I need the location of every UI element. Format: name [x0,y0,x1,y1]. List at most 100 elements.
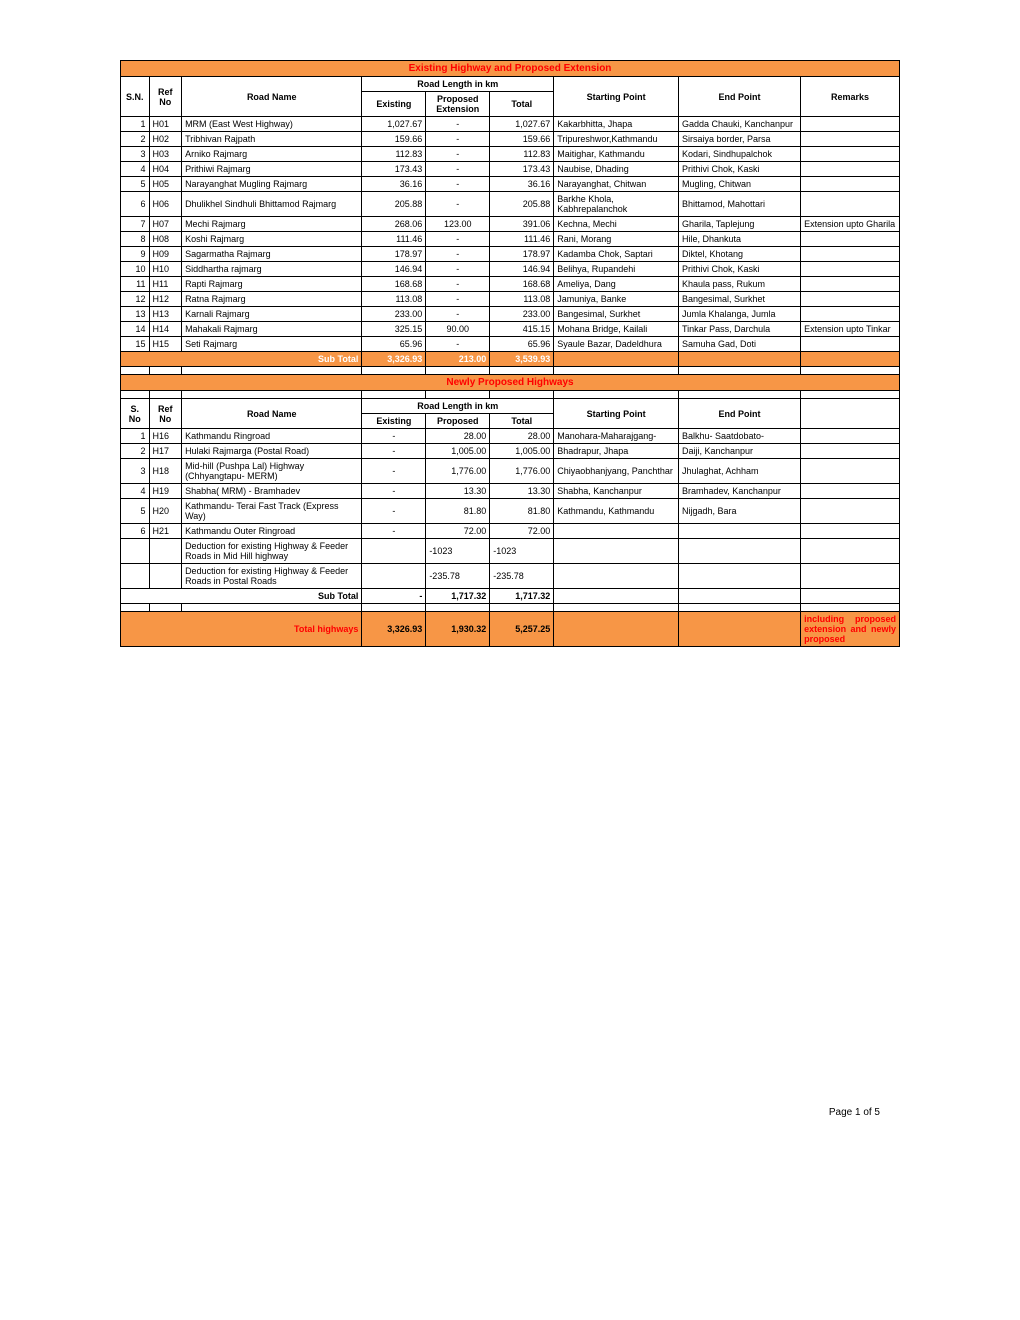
cell-existing: - [362,459,426,484]
cell-existing: 173.43 [362,162,426,177]
cell-sn: 1 [121,117,150,132]
cell-total: 1,005.00 [490,444,554,459]
cell-name: Hulaki Rajmarga (Postal Road) [182,444,362,459]
cell-sn: 3 [121,459,150,484]
table-row: 3H18Mid-hill (Pushpa Lal) Highway (Chhya… [121,459,900,484]
cell-sn: 5 [121,177,150,192]
cell-proposed: 28.00 [426,429,490,444]
cell-total: 112.83 [490,147,554,162]
hdr2-proposed: Proposed [426,414,490,429]
cell-proposed: - [426,162,490,177]
cell-remarks [801,307,900,322]
cell-ref: H11 [149,277,182,292]
cell-total: 65.96 [490,337,554,352]
table-row: 6H06Dhulikhel Sindhuli Bhittamod Rajmarg… [121,192,900,217]
cell-total: 111.46 [490,232,554,247]
cell-existing: 205.88 [362,192,426,217]
cell-end: Mugling, Chitwan [678,177,800,192]
cell-name: Prithiwi Rajmarg [182,162,362,177]
table-row: 10H10Siddhartha rajmarg146.94-146.94Beli… [121,262,900,277]
deduction-row: Deduction for existing Highway & Feeder … [121,539,900,564]
cell-proposed: - [426,292,490,307]
cell-end: Daiji, Kanchanpur [678,444,800,459]
cell-proposed: 123.00 [426,217,490,232]
hdr-sn: S.N. [121,77,150,117]
cell-sn: 12 [121,292,150,307]
cell-remarks [801,337,900,352]
hdr2-end: End Point [678,399,800,429]
cell-name: Mechi Rajmarg [182,217,362,232]
cell-total: 36.16 [490,177,554,192]
cell-start: Kakarbhitta, Jhapa [554,117,679,132]
cell-remarks [801,459,900,484]
cell-name: Kathmandu Outer Ringroad [182,524,362,539]
cell-proposed: 72.00 [426,524,490,539]
cell-existing: 113.08 [362,292,426,307]
cell-end: Tinkar Pass, Darchula [678,322,800,337]
page-footer: Page 1 of 5 [120,1107,900,1118]
hdr2-ref: Ref No [149,399,182,429]
total-existing: 3,326.93 [362,612,426,647]
cell-start: Manohara-Maharajgang- [554,429,679,444]
subtotal1-total: 3,539.93 [490,352,554,367]
cell-sn: 6 [121,192,150,217]
cell-remarks [801,499,900,524]
cell-proposed: 90.00 [426,322,490,337]
subtotal2-label: Sub Total [121,589,362,604]
cell-name: Karnali Rajmarg [182,307,362,322]
hdr-roadlength: Road Length in km [362,77,554,92]
table-row: 8H08Koshi Rajmarg111.46-111.46Rani, Mora… [121,232,900,247]
cell-ref: H02 [149,132,182,147]
cell-name: Narayanghat Mugling Rajmarg [182,177,362,192]
cell-ref: H10 [149,262,182,277]
cell-existing: 112.83 [362,147,426,162]
cell-proposed: 81.80 [426,499,490,524]
hdr-ref: Ref No [149,77,182,117]
cell-proposed: - [426,147,490,162]
cell-sn: 4 [121,162,150,177]
deduction-row: Deduction for existing Highway & Feeder … [121,564,900,589]
cell-remarks [801,277,900,292]
cell-sn: 3 [121,147,150,162]
hdr-end: End Point [678,77,800,117]
cell-sn: 7 [121,217,150,232]
cell-remarks [801,429,900,444]
cell-existing: 233.00 [362,307,426,322]
cell-total: 72.00 [490,524,554,539]
cell-remarks [801,484,900,499]
cell-name: Sagarmatha Rajmarg [182,247,362,262]
header-row-2: S. No Ref No Road Name Road Length in km… [121,399,900,414]
hdr2-total: Total [490,414,554,429]
table-row: 5H05Narayanghat Mugling Rajmarg36.16-36.… [121,177,900,192]
table-row: 4H04Prithiwi Rajmarg173.43-173.43Naubise… [121,162,900,177]
spacer2 [121,391,900,399]
hdr-name: Road Name [182,77,362,117]
cell-total: 81.80 [490,499,554,524]
cell-end: Jhulaghat, Achham [678,459,800,484]
cell-remarks [801,262,900,277]
cell-start: Maitighar, Kathmandu [554,147,679,162]
cell-ref: H19 [149,484,182,499]
cell-remarks [801,177,900,192]
cell-end: Samuha Gad, Doti [678,337,800,352]
cell-remarks [801,232,900,247]
table-row: 9H09Sagarmatha Rajmarg178.97-178.97Kadam… [121,247,900,262]
cell-total: 159.66 [490,132,554,147]
cell-name: Ratna Rajmarg [182,292,362,307]
cell-proposed: - [426,277,490,292]
cell-existing: 146.94 [362,262,426,277]
table-row: 2H17Hulaki Rajmarga (Postal Road)-1,005.… [121,444,900,459]
cell-end: Nijgadh, Bara [678,499,800,524]
hdr2-sn: S. No [121,399,150,429]
cell-remarks: Extension upto Tinkar [801,322,900,337]
cell-sn: 2 [121,444,150,459]
cell-sn: 14 [121,322,150,337]
cell-start: Barkhe Khola, Kabhrepalanchok [554,192,679,217]
cell-proposed: - [426,262,490,277]
grand-total-row: Total highways 3,326.93 1,930.32 5,257.2… [121,612,900,647]
cell-total: 178.97 [490,247,554,262]
cell-sn: 8 [121,232,150,247]
cell-remarks [801,247,900,262]
total-total: 5,257.25 [490,612,554,647]
cell-ref: H08 [149,232,182,247]
